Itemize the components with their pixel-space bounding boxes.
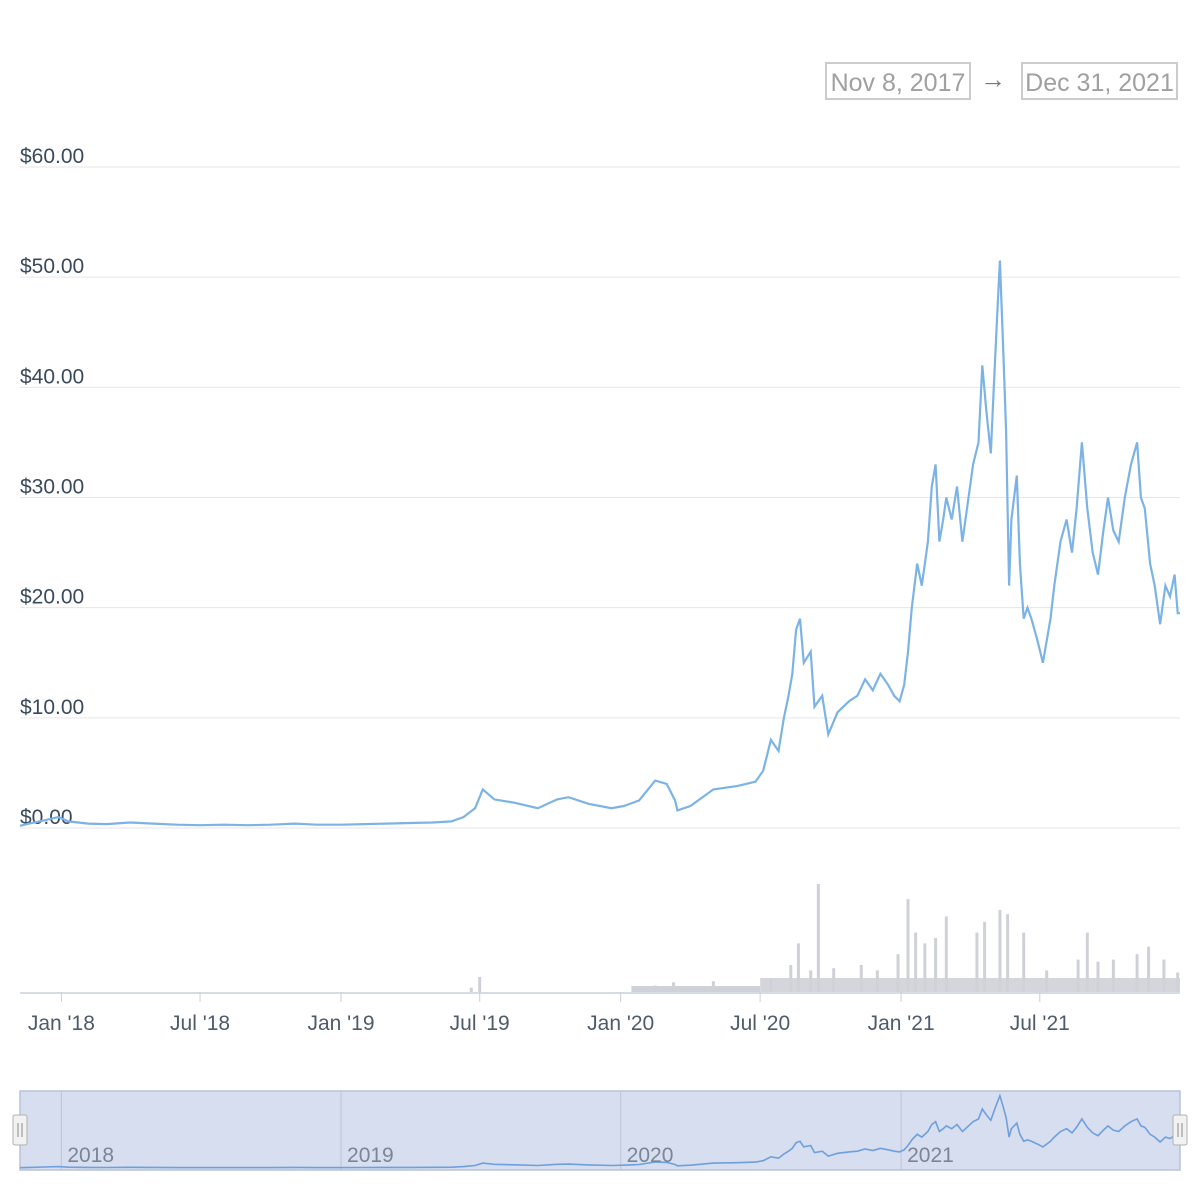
navigator-selection[interactable] (19, 1090, 1181, 1171)
navigator-year-label: 2018 (67, 1144, 114, 1167)
volume-bar (923, 943, 927, 992)
y-tick-label: $50.00 (20, 255, 84, 278)
volume-bar (1022, 932, 1026, 992)
volume-bar (1085, 932, 1089, 992)
volume-bar (944, 916, 948, 992)
navigator-right-handle-icon[interactable] (1172, 1114, 1188, 1146)
y-tick-label: $60.00 (20, 145, 84, 168)
y-tick-label: $30.00 (20, 476, 84, 499)
volume-bar (1111, 959, 1115, 992)
volume-bar (469, 987, 473, 992)
volume-bar (1006, 914, 1010, 992)
x-tick-label: Jul '20 (730, 1012, 790, 1035)
price-series-line[interactable] (19, 260, 1180, 827)
volume-bar (796, 943, 800, 992)
volume-bar (1096, 961, 1100, 992)
navigator-year-label: 2021 (907, 1144, 954, 1167)
volume-bars (469, 884, 1180, 992)
volume-bar (998, 909, 1002, 992)
volume-bar (1076, 959, 1080, 992)
y-gridlines (20, 166, 1180, 829)
navigator-left-handle-icon[interactable] (12, 1114, 28, 1146)
range-navigator[interactable]: 2018 2019 2020 2021 (12, 1090, 1188, 1171)
x-tick-label: Jan '21 (868, 1012, 935, 1035)
y-tick-label: $10.00 (20, 696, 84, 719)
date-range-arrow: → (980, 64, 1006, 94)
navigator-year-label: 2020 (627, 1144, 674, 1167)
x-tick-label: Jul '19 (450, 1012, 510, 1035)
volume-bar (906, 899, 910, 992)
volume-bar (816, 884, 820, 992)
volume-bar (896, 954, 900, 992)
x-tick-label: Jul '18 (170, 1012, 230, 1035)
navigator-year-labels: 2018 2019 2020 2021 (67, 1144, 953, 1167)
navigator-year-label: 2019 (347, 1144, 394, 1167)
y-axis-labels: $0.00 $10.00 $20.00 $30.00 $40.00 $50.00 $60.0… (20, 145, 84, 829)
volume-bar (983, 921, 987, 992)
navigator-series-line (19, 1093, 1180, 1169)
date-range-to-input[interactable]: Dec 31, 2021 (1021, 62, 1178, 100)
volume-band (760, 978, 1180, 992)
volume-band (631, 986, 761, 992)
x-axis-labels: Jan '18 Jul '18 Jan '19 Jul '19 Jan '20 Jul '… (28, 992, 1070, 1035)
y-tick-label: $20.00 (20, 586, 84, 609)
y-tick-label: $40.00 (20, 365, 84, 388)
date-range-from-input[interactable]: Nov 8, 2017 (825, 62, 971, 100)
x-tick-label: Jan '19 (307, 1012, 374, 1035)
x-tick-label: Jul '21 (1010, 1012, 1070, 1035)
volume-bar (1135, 954, 1139, 992)
navigator-year-lines (60, 1091, 902, 1170)
volume-bar (1162, 959, 1166, 992)
y-tick-label: $0.00 (20, 806, 73, 829)
volume-bar (934, 938, 938, 992)
volume-bar (478, 976, 482, 992)
volume-bar (914, 932, 918, 992)
volume-bar (975, 932, 979, 992)
x-tick-label: Jan '18 (28, 1012, 95, 1035)
volume-bar (1147, 946, 1151, 992)
x-tick-label: Jan '20 (587, 1012, 654, 1035)
